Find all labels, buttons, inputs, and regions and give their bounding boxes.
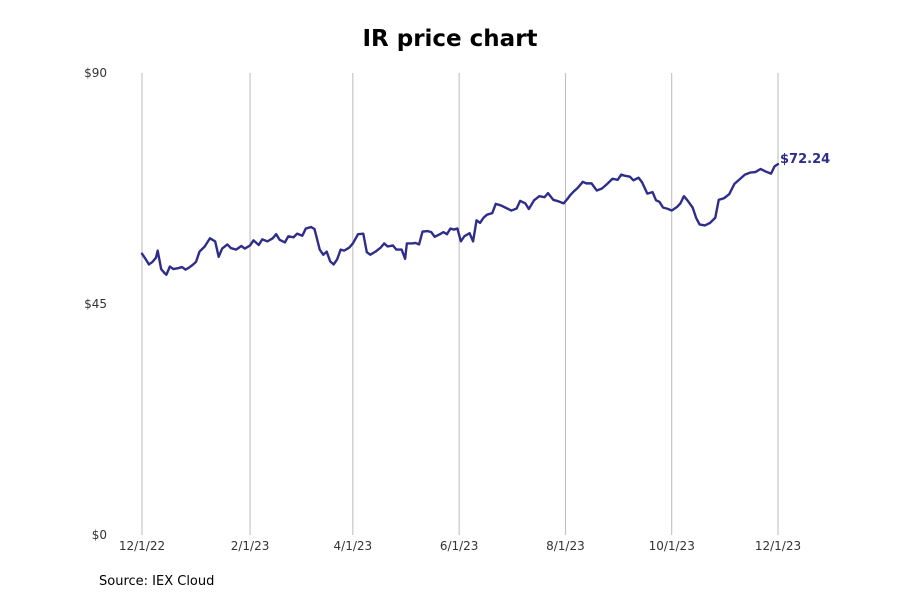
- last-price-label: $72.24: [780, 152, 830, 167]
- x-tick-label: 4/1/23: [334, 539, 373, 553]
- x-tick-label: 6/1/23: [440, 539, 479, 553]
- chart-title: IR price chart: [362, 26, 538, 52]
- source-note: Source: IEX Cloud: [99, 574, 215, 589]
- x-tick-label: 2/1/23: [231, 539, 270, 553]
- grid-lines: [141, 73, 779, 535]
- price-series-line: [140, 162, 780, 276]
- y-tick-label: $90: [84, 66, 107, 80]
- y-tick-label: $0: [92, 528, 107, 542]
- x-tick-label: 8/1/23: [546, 539, 585, 553]
- x-tick-label: 10/1/23: [649, 539, 695, 553]
- y-axis-ticks: $0 $45 $90: [84, 66, 107, 542]
- x-tick-label: 12/1/22: [119, 539, 165, 553]
- x-axis-ticks: 12/1/22 2/1/23 4/1/23 6/1/23 8/1/23 10/1/23 12…: [119, 539, 801, 553]
- y-tick-label: $45: [84, 297, 107, 311]
- x-tick-label: 12/1/23: [755, 539, 801, 553]
